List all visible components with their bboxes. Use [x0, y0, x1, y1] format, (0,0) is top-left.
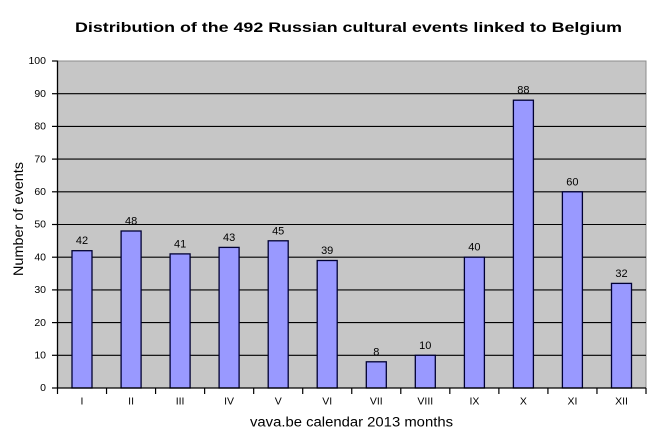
- svg-text:Number of events: Number of events: [10, 162, 26, 276]
- svg-text:XII: XII: [615, 396, 628, 408]
- svg-text:50: 50: [34, 219, 46, 231]
- svg-text:IV: IV: [224, 396, 234, 408]
- svg-text:39: 39: [321, 245, 333, 257]
- svg-text:41: 41: [174, 238, 186, 250]
- svg-text:43: 43: [223, 232, 235, 244]
- svg-text:30: 30: [34, 284, 46, 296]
- svg-text:VI: VI: [322, 396, 332, 408]
- svg-text:VIII: VIII: [417, 396, 433, 408]
- svg-text:40: 40: [34, 251, 46, 263]
- svg-text:48: 48: [125, 216, 137, 228]
- svg-text:Distribution of the 492 Russia: Distribution of the 492 Russian cultural…: [75, 20, 622, 35]
- svg-text:III: III: [176, 396, 185, 408]
- svg-text:X: X: [520, 396, 527, 408]
- svg-text:45: 45: [272, 225, 284, 237]
- svg-text:20: 20: [34, 317, 46, 329]
- svg-text:100: 100: [28, 55, 46, 67]
- svg-text:I: I: [81, 396, 84, 408]
- svg-text:VII: VII: [370, 396, 383, 408]
- svg-text:60: 60: [34, 186, 46, 198]
- svg-text:vava.be calendar 2013 months: vava.be calendar 2013 months: [250, 415, 453, 430]
- svg-text:10: 10: [419, 340, 431, 352]
- svg-text:XI: XI: [567, 396, 577, 408]
- svg-text:II: II: [128, 396, 134, 408]
- svg-text:70: 70: [34, 153, 46, 165]
- svg-text:80: 80: [34, 121, 46, 133]
- svg-text:40: 40: [468, 242, 480, 254]
- svg-text:V: V: [275, 396, 282, 408]
- svg-text:90: 90: [34, 88, 46, 100]
- svg-text:42: 42: [76, 235, 88, 247]
- svg-text:32: 32: [615, 268, 627, 280]
- svg-text:88: 88: [517, 85, 529, 97]
- svg-text:0: 0: [40, 382, 46, 394]
- svg-text:10: 10: [34, 350, 46, 362]
- svg-text:8: 8: [373, 346, 379, 358]
- svg-text:60: 60: [566, 176, 578, 188]
- svg-text:IX: IX: [469, 396, 479, 408]
